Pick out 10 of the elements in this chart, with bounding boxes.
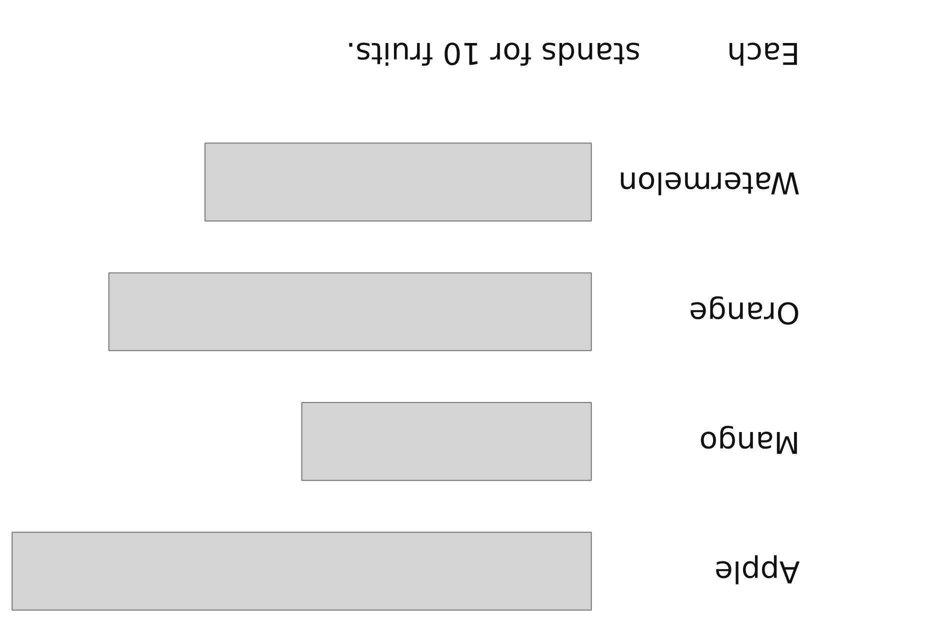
y-tick-label: Orange (689, 294, 800, 330)
bar (108, 272, 592, 352)
bar (301, 402, 592, 481)
y-tick-label: Apple (714, 554, 800, 589)
bar (204, 142, 592, 222)
text: Each (727, 34, 800, 70)
y-tick-label: Mango (699, 424, 800, 459)
y-tick-label: Watermelon (618, 164, 800, 200)
text: stands for 10 fruits. (346, 34, 641, 70)
bar (12, 532, 592, 611)
